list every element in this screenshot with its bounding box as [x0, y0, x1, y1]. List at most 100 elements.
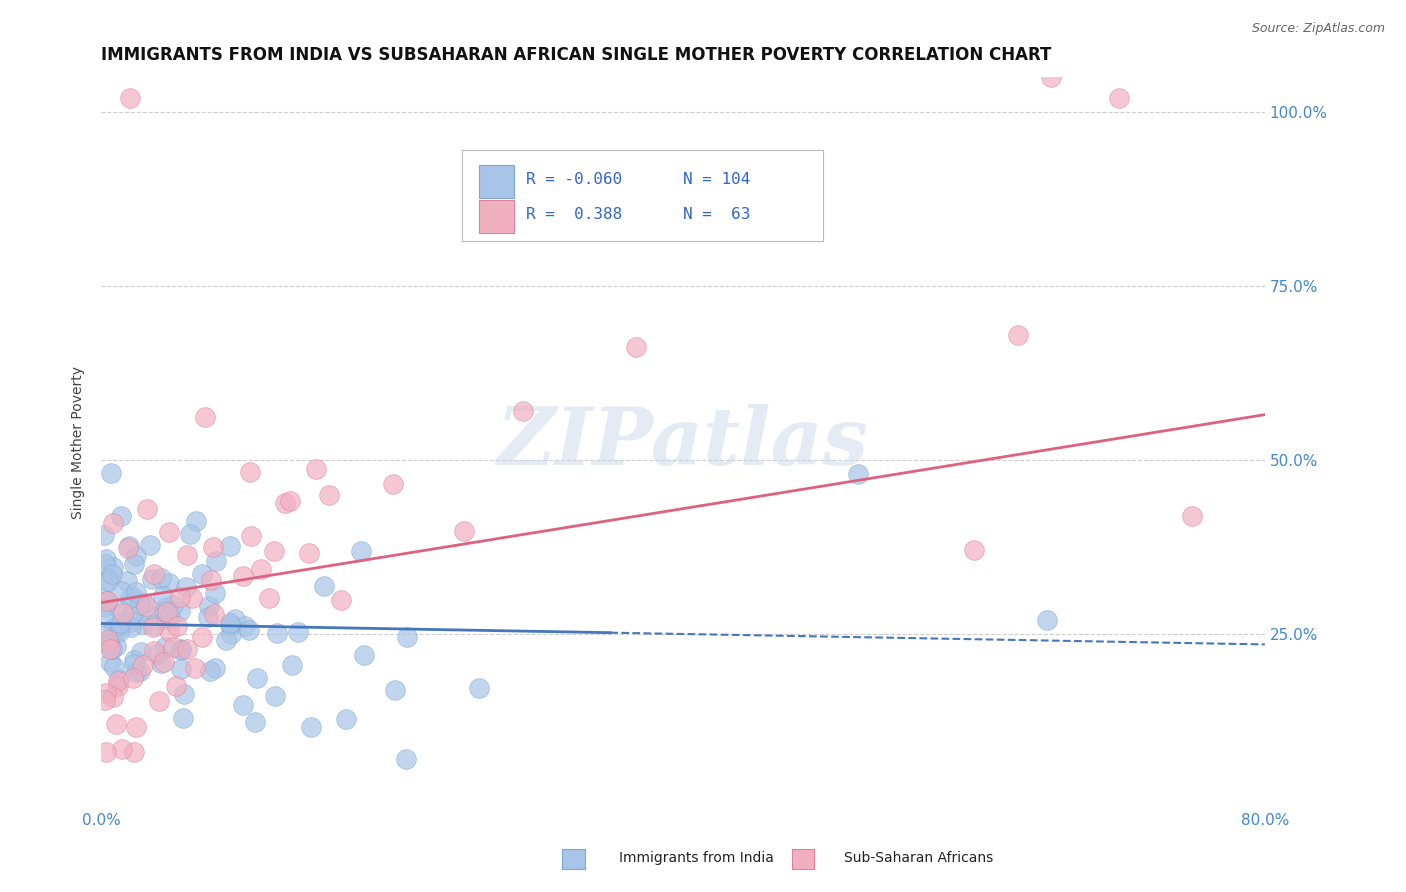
Point: [170, 642, 193, 657]
Point: [238, 624, 260, 638]
Point: [204, 661, 226, 675]
Point: [105, 716, 128, 731]
Point: [382, 477, 405, 491]
Point: [107, 680, 129, 694]
Point: [329, 592, 352, 607]
Point: [155, 600, 177, 615]
Point: [219, 539, 242, 553]
Point: [117, 541, 139, 556]
Point: [204, 586, 226, 600]
Point: [176, 641, 198, 656]
Point: [122, 653, 145, 667]
Point: [166, 619, 188, 633]
Point: [110, 616, 132, 631]
Point: [280, 658, 302, 673]
Point: [149, 656, 172, 670]
Point: [107, 601, 129, 615]
Point: [124, 720, 146, 734]
Point: [197, 599, 219, 614]
Point: [149, 571, 172, 585]
Text: R = -0.060: R = -0.060: [526, 172, 623, 186]
Point: [197, 609, 219, 624]
Point: [162, 640, 184, 654]
Point: [191, 630, 214, 644]
Point: [143, 566, 166, 581]
Point: [318, 488, 340, 502]
Point: [468, 681, 491, 696]
Point: [122, 657, 145, 671]
Point: [263, 544, 285, 558]
Point: [162, 598, 184, 612]
Point: [124, 665, 146, 679]
Point: [142, 619, 165, 633]
Point: [122, 558, 145, 572]
Point: [194, 410, 217, 425]
Point: [1108, 91, 1130, 105]
Point: [153, 655, 176, 669]
FancyBboxPatch shape: [463, 150, 823, 242]
Point: [100, 466, 122, 480]
Point: [1007, 327, 1029, 342]
Point: [134, 596, 156, 610]
Point: [94, 557, 117, 571]
Point: [96, 594, 118, 608]
Point: [181, 591, 204, 606]
Point: [110, 584, 132, 599]
Point: [98, 636, 121, 650]
Point: [155, 640, 177, 655]
Point: [107, 673, 129, 688]
Point: [395, 630, 418, 644]
Point: [96, 552, 118, 566]
Point: [224, 611, 246, 625]
Point: [179, 526, 201, 541]
Point: [232, 568, 254, 582]
Text: Immigrants from India: Immigrants from India: [619, 851, 773, 865]
Point: [124, 584, 146, 599]
Point: [122, 606, 145, 620]
Point: [963, 543, 986, 558]
Point: [93, 528, 115, 542]
Text: N = 104: N = 104: [683, 172, 751, 186]
Bar: [479, 201, 515, 233]
Point: [105, 639, 128, 653]
Point: [191, 566, 214, 581]
Point: [169, 604, 191, 618]
Point: [246, 671, 269, 685]
Point: [135, 502, 157, 516]
Text: ZIPatlas: ZIPatlas: [496, 404, 869, 481]
Point: [108, 625, 131, 640]
Point: [200, 573, 222, 587]
Point: [132, 657, 155, 672]
Point: [128, 597, 150, 611]
Point: [257, 591, 280, 606]
Point: [184, 514, 207, 528]
Point: [143, 617, 166, 632]
Point: [299, 720, 322, 734]
Point: [278, 493, 301, 508]
Point: [96, 637, 118, 651]
Point: [91, 591, 114, 606]
Point: [121, 671, 143, 685]
Point: [173, 687, 195, 701]
Text: N =  63: N = 63: [683, 207, 751, 222]
Point: [107, 619, 129, 633]
Point: [221, 627, 243, 641]
Point: [202, 541, 225, 555]
Point: [118, 539, 141, 553]
Point: [135, 599, 157, 613]
Point: [120, 620, 142, 634]
Point: [274, 496, 297, 510]
Point: [624, 340, 647, 354]
Point: [152, 589, 174, 603]
Point: [384, 683, 406, 698]
Bar: [479, 165, 515, 197]
Point: [172, 711, 194, 725]
Point: [112, 606, 135, 620]
Point: [287, 624, 309, 639]
Point: [1040, 70, 1063, 84]
Point: [96, 594, 118, 608]
Point: [215, 632, 238, 647]
Point: [157, 524, 180, 539]
Point: [202, 607, 225, 621]
Text: R =  0.388: R = 0.388: [526, 207, 623, 222]
